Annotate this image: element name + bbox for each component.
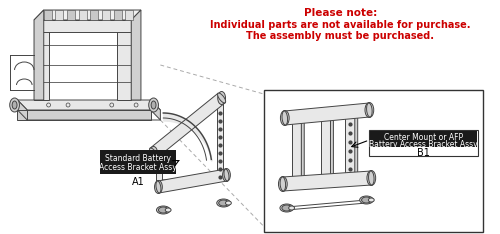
Text: The assembly must be purchased.: The assembly must be purchased.: [246, 31, 434, 41]
Text: B1: B1: [418, 148, 430, 158]
Polygon shape: [34, 10, 141, 20]
Polygon shape: [282, 171, 372, 191]
Polygon shape: [116, 20, 131, 100]
Ellipse shape: [165, 208, 171, 212]
Ellipse shape: [10, 98, 20, 112]
Polygon shape: [302, 110, 304, 180]
Polygon shape: [44, 10, 52, 20]
Bar: [264, 90, 483, 232]
Ellipse shape: [148, 98, 158, 112]
Polygon shape: [102, 10, 110, 20]
Text: Center Mount or AFP: Center Mount or AFP: [384, 133, 464, 142]
Polygon shape: [131, 10, 141, 100]
Polygon shape: [126, 10, 133, 20]
Ellipse shape: [282, 111, 288, 125]
Ellipse shape: [222, 168, 230, 182]
Ellipse shape: [367, 171, 376, 186]
Polygon shape: [158, 169, 228, 193]
Ellipse shape: [360, 196, 373, 204]
Polygon shape: [18, 100, 161, 110]
Text: A1: A1: [132, 177, 144, 187]
Ellipse shape: [278, 176, 287, 191]
Ellipse shape: [224, 169, 229, 181]
Ellipse shape: [362, 197, 372, 203]
Polygon shape: [150, 100, 160, 120]
Polygon shape: [292, 114, 302, 180]
Ellipse shape: [218, 91, 226, 105]
Polygon shape: [217, 103, 222, 178]
Polygon shape: [330, 110, 334, 180]
Ellipse shape: [218, 93, 226, 103]
Polygon shape: [18, 100, 27, 120]
Ellipse shape: [217, 199, 230, 207]
Ellipse shape: [150, 146, 158, 160]
Polygon shape: [34, 10, 43, 100]
Ellipse shape: [280, 204, 293, 212]
Ellipse shape: [156, 181, 161, 193]
Ellipse shape: [150, 148, 158, 158]
Ellipse shape: [226, 201, 232, 205]
Ellipse shape: [156, 206, 170, 214]
Ellipse shape: [288, 206, 294, 210]
Polygon shape: [34, 20, 131, 32]
Polygon shape: [67, 10, 75, 20]
Ellipse shape: [365, 102, 374, 117]
Bar: [100, 150, 176, 174]
Ellipse shape: [154, 180, 162, 194]
Polygon shape: [78, 10, 86, 20]
Ellipse shape: [151, 101, 156, 109]
Polygon shape: [56, 10, 63, 20]
Bar: [370, 131, 478, 147]
Text: Battery Access Bracket Assy: Battery Access Bracket Assy: [370, 140, 478, 149]
Polygon shape: [321, 114, 330, 180]
Polygon shape: [355, 110, 358, 180]
Ellipse shape: [218, 200, 228, 206]
Ellipse shape: [368, 171, 374, 185]
Polygon shape: [345, 114, 355, 180]
Text: Individual parts are not available for purchase.: Individual parts are not available for p…: [210, 20, 470, 30]
Ellipse shape: [368, 198, 374, 202]
Ellipse shape: [282, 205, 292, 211]
Ellipse shape: [366, 103, 372, 117]
Polygon shape: [156, 153, 162, 187]
Polygon shape: [90, 10, 98, 20]
Bar: [370, 130, 478, 156]
Polygon shape: [114, 10, 122, 20]
Ellipse shape: [12, 101, 17, 109]
Polygon shape: [150, 93, 225, 158]
Polygon shape: [284, 103, 370, 125]
Polygon shape: [34, 20, 48, 100]
Text: Standard Battery: Standard Battery: [105, 154, 171, 163]
Ellipse shape: [280, 110, 289, 125]
Polygon shape: [18, 110, 150, 120]
Ellipse shape: [158, 207, 168, 213]
Text: Access Bracket Assy: Access Bracket Assy: [99, 163, 177, 172]
Text: Please note:: Please note:: [304, 8, 377, 18]
Ellipse shape: [280, 177, 285, 191]
